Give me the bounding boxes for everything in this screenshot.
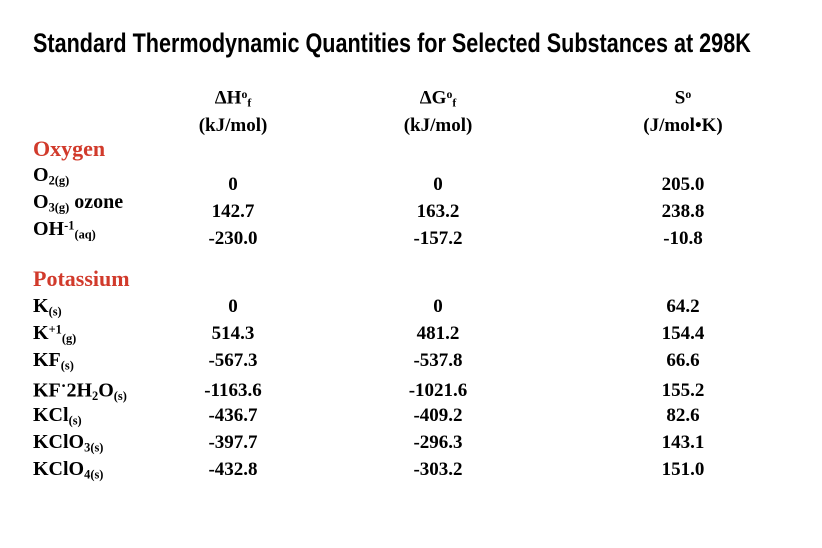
gibbs-value: -296.3 [413,431,463,453]
section-title: Potassium [33,265,130,291]
entropy-symbol: So [674,87,692,109]
enthalpy-value: 0 [228,173,238,195]
substance-formula: KCl(s) [33,403,82,427]
substance-formula: KF·2H2O(s) [33,375,127,403]
gibbs-value: 0 [433,173,443,195]
section-title: Oxygen [33,135,106,161]
table-row: O3(g) ozone 142.7 163.2 238.8 [0,190,822,222]
entropy-value: 82.6 [666,404,700,426]
table-row: K+1(g) 514.3 481.2 154.4 [0,322,822,349]
entropy-value: -10.8 [663,227,703,249]
entropy-value: 66.6 [666,349,700,371]
gibbs-value: -537.8 [413,349,463,371]
substance-formula: O2(g) [33,163,70,188]
table-row: KF·2H2O(s) -1163.6 -1021.6 155.2 [0,376,822,404]
enthalpy-value: 142.7 [211,200,255,222]
substance-formula: K(s) [33,294,62,319]
gibbs-value: 163.2 [416,200,460,222]
entropy-value: 238.8 [661,200,705,222]
table-row: K(s) 0 0 64.2 [0,295,822,322]
gibbs-units: (kJ/mol) [403,114,473,136]
table-body: Oxygen O2(g) 0 0 205.0 O3(g) ozone 142.7 163.2 2… [0,135,822,485]
table-row: KCl(s) -436.7 -409.2 82.6 [0,404,822,431]
enthalpy-symbol: ΔHof [214,87,252,110]
substance-formula: O3(g) ozone [33,190,124,215]
enthalpy-value: -567.3 [208,349,258,371]
entropy-value: 64.2 [666,295,700,317]
gibbs-value: -303.2 [413,458,463,480]
document-page: Standard Thermodynamic Quantities for Se… [0,28,822,548]
substance-formula: K+1(g) [33,321,77,346]
enthalpy-value: -432.8 [208,458,258,480]
substance-formula: KClO4(s) [33,457,104,481]
column-headers: ΔHof (kJ/mol) ΔGof (kJ/mol) So (J/mol•K) [0,84,822,137]
table-row: KClO3(s) -397.7 -296.3 143.1 [0,431,822,458]
enthalpy-value: -230.0 [208,227,258,249]
enthalpy-value: 0 [228,295,238,317]
entropy-value: 155.2 [661,380,705,402]
substance-formula: KF(s) [33,348,74,373]
enthalpy-value: -397.7 [208,431,258,453]
gibbs-value: -409.2 [413,404,463,426]
entropy-value: 205.0 [661,173,705,195]
entropy-value: 143.1 [661,431,705,453]
substance-formula: OH-1(aq) [33,217,96,242]
entropy-units: (J/mol•K) [643,114,723,136]
enthalpy-value: -1163.6 [204,380,262,402]
column-header-entropy: So (J/mol•K) [603,84,763,137]
gibbs-value: 481.2 [416,322,460,344]
column-header-enthalpy: ΔHof (kJ/mol) [153,84,313,137]
gibbs-value: -1021.6 [408,380,468,402]
table-row: O2(g) 0 0 205.0 [0,163,822,195]
gibbs-symbol: ΔGof [419,87,457,110]
entropy-value: 154.4 [661,322,705,344]
section-header-potassium: Potassium [0,266,822,295]
section-header-oxygen: Oxygen [0,135,822,164]
table-row: OH-1(aq) -230.0 -157.2 -10.8 [0,217,822,249]
enthalpy-value: 514.3 [211,322,255,344]
page-title: Standard Thermodynamic Quantities for Se… [33,28,751,58]
enthalpy-value: -436.7 [208,404,258,426]
table-row: KF(s) -567.3 -537.8 66.6 [0,349,822,376]
table-row: KClO4(s) -432.8 -303.2 151.0 [0,458,822,485]
substance-formula: KClO3(s) [33,430,104,454]
gibbs-value: -157.2 [413,227,463,249]
column-header-gibbs: ΔGof (kJ/mol) [358,84,518,137]
entropy-value: 151.0 [661,458,705,480]
gibbs-value: 0 [433,295,443,317]
enthalpy-units: (kJ/mol) [198,114,268,136]
